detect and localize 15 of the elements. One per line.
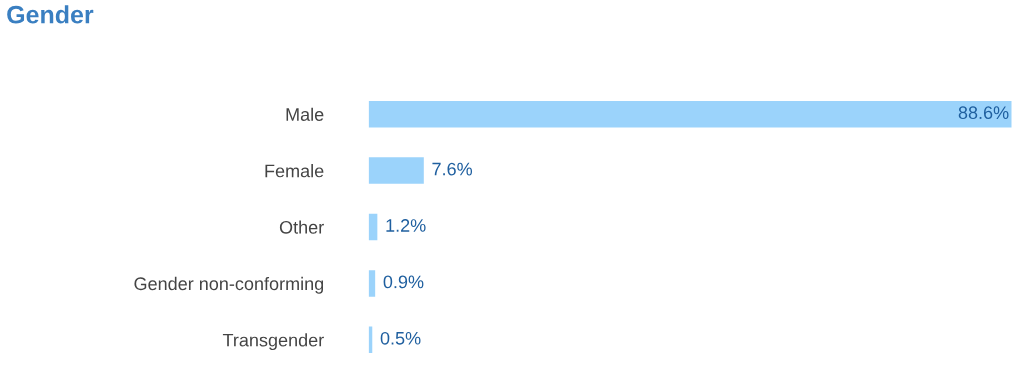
bar: [368, 157, 424, 184]
y-tick-label: Other: [279, 220, 324, 234]
bar: [368, 213, 378, 241]
y-tick-label: Male: [286, 107, 324, 121]
data-label: 0.5%: [380, 331, 421, 345]
y-tick-label: Female: [265, 164, 324, 178]
text: Gender: [7, 5, 94, 24]
data-label: 7.6%: [432, 162, 473, 176]
data-label: 88.6%: [958, 106, 1009, 120]
data-label: 0.9%: [383, 275, 424, 289]
bar: [368, 100, 1012, 128]
y-tick-label: Gender non-conforming: [134, 276, 324, 294]
bar: [368, 270, 376, 297]
data-label: 1.2%: [386, 219, 426, 232]
y-tick-label: Transgender: [222, 333, 324, 351]
